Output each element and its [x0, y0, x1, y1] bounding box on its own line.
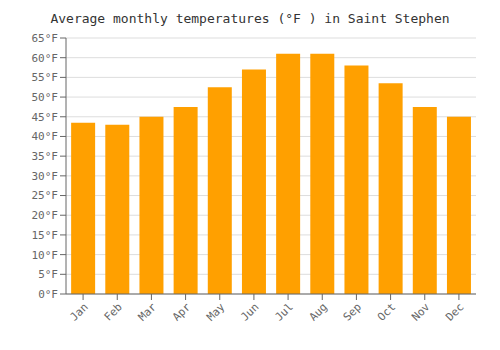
- svg-text:Nov: Nov: [409, 300, 433, 324]
- svg-text:20°F: 20°F: [32, 209, 59, 222]
- svg-text:45°F: 45°F: [32, 111, 59, 124]
- svg-text:50°F: 50°F: [32, 91, 59, 104]
- svg-text:Oct: Oct: [375, 300, 398, 323]
- svg-text:15°F: 15°F: [32, 229, 59, 242]
- html-text:Average monthly temperatures (: Average monthly temperatures (°F ) in Sa…: [50, 11, 450, 26]
- svg-text:Apr: Apr: [170, 300, 194, 324]
- svg-text:Aug: Aug: [307, 300, 330, 323]
- svg-text:Jun: Jun: [238, 300, 261, 323]
- svg-text:40°F: 40°F: [32, 130, 59, 143]
- svg-text:10°F: 10°F: [32, 249, 59, 262]
- svg-text:Dec: Dec: [443, 300, 466, 323]
- svg-text:Jul: Jul: [272, 300, 295, 323]
- svg-text:Sep: Sep: [341, 300, 364, 323]
- svg-text:Jan: Jan: [67, 300, 90, 323]
- svg-text:25°F: 25°F: [32, 189, 59, 202]
- svg-text:Mar: Mar: [136, 300, 160, 324]
- svg-text:30°F: 30°F: [32, 170, 59, 183]
- svg-text:Feb: Feb: [102, 300, 125, 323]
- svg-text:60°F: 60°F: [32, 52, 59, 65]
- svg-text:May: May: [204, 300, 228, 324]
- svg-text:55°F: 55°F: [32, 71, 59, 84]
- svg-text:65°F: 65°F: [32, 32, 59, 45]
- svg-text:35°F: 35°F: [32, 150, 59, 163]
- svg-text:0°F: 0°F: [38, 288, 58, 301]
- svg-text:5°F: 5°F: [38, 268, 58, 281]
